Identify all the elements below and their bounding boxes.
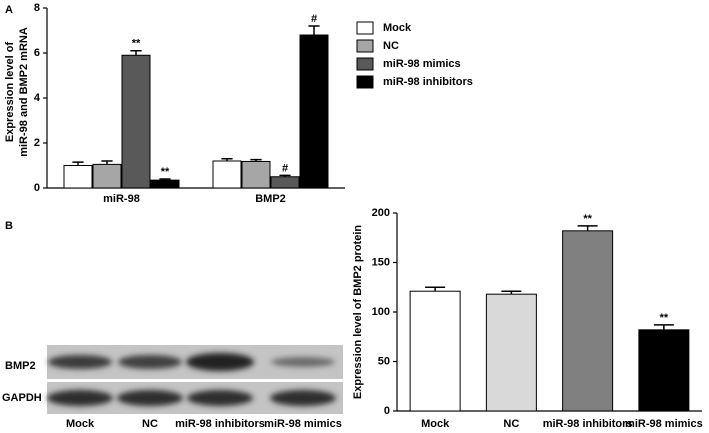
significance-mark: **	[161, 166, 170, 178]
bar	[63, 165, 93, 189]
significance-mark: **	[132, 38, 141, 50]
bar	[485, 293, 537, 412]
y-axis-label: miR-98 and BMP2 mRNA	[18, 27, 30, 157]
y-tick-label: 0	[384, 405, 390, 417]
panel-label: A	[5, 4, 13, 16]
y-tick-label: 50	[378, 355, 390, 367]
significance-mark: #	[282, 162, 288, 174]
legend-swatch	[356, 57, 374, 71]
error-bar	[250, 158, 262, 162]
significance-mark: **	[583, 213, 592, 225]
bar	[241, 160, 271, 189]
error-bar	[130, 50, 142, 56]
bar	[92, 163, 122, 189]
blot-row-label: GAPDH	[2, 392, 42, 404]
bar	[409, 290, 461, 412]
blot-lane-label: miR-98 inhibitors	[175, 418, 265, 430]
legend-swatch	[356, 39, 374, 53]
y-tick-label: 200	[372, 207, 390, 219]
panel-label: B	[5, 220, 13, 232]
blot-lane-label: NC	[142, 418, 158, 430]
bar	[299, 34, 329, 189]
y-tick-label: 8	[34, 2, 40, 14]
y-tick-label: 2	[34, 137, 40, 149]
y-tick-label: 6	[34, 47, 40, 59]
x-tick-label: miR-98	[103, 193, 140, 205]
blot-lane-label: Mock	[66, 418, 95, 430]
error-bar	[221, 158, 233, 161]
y-tick-label: 150	[372, 256, 390, 268]
legend-label: miR-98 inhibitors	[383, 76, 473, 88]
western-blot: BMP2 GAPDH Mock NC miR-98 inhibitors miR…	[2, 345, 343, 430]
legend-label: NC	[383, 40, 399, 52]
error-bar	[72, 161, 84, 166]
legend-swatch	[356, 21, 374, 35]
legend-label: Mock	[383, 22, 412, 34]
y-tick-label: 100	[372, 306, 390, 318]
error-bar	[308, 25, 320, 35]
error-bar	[101, 160, 113, 165]
error-bar	[159, 178, 171, 181]
bar	[270, 176, 300, 189]
x-tick-label: miR-98 inhibitors	[543, 418, 633, 430]
error-bar	[577, 225, 598, 231]
y-axis-label: Expression level of BMP2 protein	[352, 225, 364, 399]
blot-lane-label: miR-98 mimics	[264, 418, 342, 430]
bar	[150, 179, 180, 189]
y-tick-label: 4	[34, 92, 41, 104]
y-tick-label: 0	[34, 182, 40, 194]
bar	[212, 160, 242, 189]
error-bar	[653, 324, 674, 330]
y-axis-label: Expression level of	[4, 42, 16, 143]
error-bar	[425, 286, 446, 292]
bar	[638, 329, 690, 412]
x-tick-label: Mock	[421, 418, 450, 430]
significance-mark: **	[660, 312, 669, 324]
x-tick-label: miR-98 mimics	[625, 418, 703, 430]
x-tick-label: BMP2	[255, 193, 286, 205]
bar	[562, 230, 614, 412]
error-bar	[501, 290, 522, 295]
significance-mark: #	[311, 13, 317, 25]
x-tick-label: NC	[503, 418, 519, 430]
error-bar	[279, 174, 291, 177]
legend-swatch	[356, 75, 374, 89]
legend-label: miR-98 mimics	[383, 58, 461, 70]
blot-row-label: BMP2	[5, 360, 36, 372]
bar	[121, 54, 151, 189]
